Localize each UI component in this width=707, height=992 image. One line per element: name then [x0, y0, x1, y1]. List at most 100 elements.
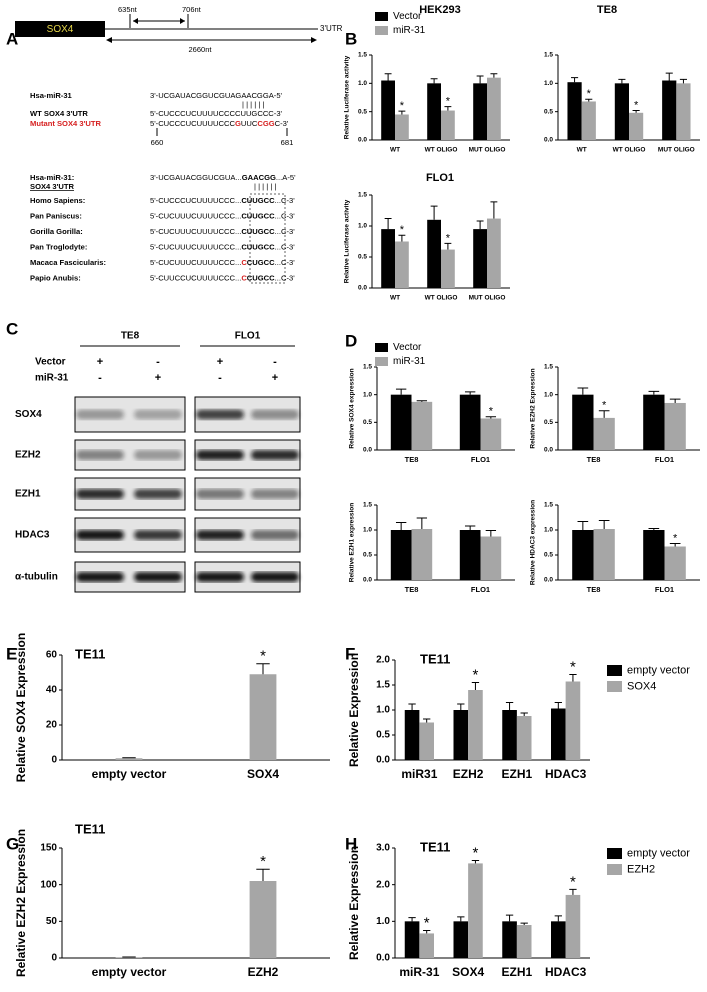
- error-bar: [554, 915, 562, 922]
- error-bar: [505, 702, 514, 710]
- sequence-part: CGG: [257, 119, 274, 128]
- bar: [115, 957, 143, 958]
- sequence: 5'-CUCUUUCUUUUCCC...CCUGCC...C-3': [150, 258, 295, 267]
- y-tick-label: 0.0: [358, 285, 367, 292]
- y-axis-label: Relative HDAC3 expression: [530, 500, 537, 585]
- error-bar: [665, 72, 673, 81]
- sign: -: [98, 372, 102, 384]
- y-tick-label: 0.0: [376, 953, 390, 964]
- y-tick-label: 0.0: [544, 137, 553, 144]
- band: [76, 409, 124, 420]
- seq-label: WT SOX4 3'UTR: [30, 109, 88, 118]
- start-label: 635nt: [118, 5, 138, 14]
- error-bar: [485, 530, 497, 537]
- y-tick-label: 0.5: [363, 552, 372, 559]
- utr-label: 3'UTR: [320, 24, 343, 33]
- bar: [643, 394, 665, 450]
- sequence-part: ...C-3': [275, 243, 296, 252]
- error-bar: [577, 521, 589, 530]
- x-tick-label: empty vector: [92, 965, 167, 979]
- sequence-part: CUGCC: [247, 274, 275, 283]
- y-tick-label: 0.5: [363, 419, 372, 426]
- y-tick-label: 20: [46, 720, 58, 731]
- bar: [572, 394, 594, 450]
- end-label: 706nt: [182, 5, 202, 14]
- seq-label: Hsa-miR-31: [30, 91, 73, 100]
- error-bar: [669, 398, 681, 403]
- legend-swatch: [375, 357, 388, 366]
- conserved-box: [249, 193, 286, 284]
- x-tick-label: FLO1: [471, 455, 490, 464]
- x-tick-label: TE8: [587, 455, 601, 464]
- x-tick-label: empty vector: [92, 767, 167, 781]
- bar: [664, 402, 686, 450]
- error-bar: [679, 78, 687, 84]
- sequence-part: CUUGCC: [241, 243, 275, 252]
- x-tick-label: MUT OLIGO: [469, 295, 506, 302]
- significance: *: [473, 844, 479, 861]
- chart-title: TE11: [420, 651, 450, 666]
- sequence-part: UUC: [241, 119, 258, 128]
- error-bar: [669, 543, 681, 547]
- x-tick-label: MUT OLIGO: [658, 147, 695, 154]
- error-bar: [423, 718, 431, 723]
- sequence-part: C: [241, 274, 247, 283]
- sequence-part: 5'-CUCCCUCUUUUCCC: [150, 119, 235, 128]
- sequence-part: C-3': [275, 119, 289, 128]
- sequence-part: ...C-3': [275, 196, 296, 205]
- legend-label: Vector: [393, 11, 422, 22]
- legend-swatch: [375, 26, 388, 35]
- band: [76, 450, 124, 460]
- y-tick-label: 3.0: [376, 843, 390, 854]
- species-name: Pan Paniscus:: [30, 212, 82, 221]
- bar: [381, 80, 395, 140]
- bar: [395, 114, 409, 140]
- band: [196, 450, 244, 460]
- bar: [453, 710, 469, 760]
- sequence-part: 5'-CUUCCUCUUUUCCC...: [150, 274, 241, 283]
- x-tick-label: WT: [577, 147, 587, 154]
- bar: [614, 83, 629, 140]
- x-tick-label: FLO1: [655, 585, 674, 594]
- sign: +: [272, 372, 278, 384]
- error-bar: [571, 77, 579, 83]
- chart-title: TE11: [75, 646, 105, 661]
- y-tick-label: 1.5: [544, 52, 553, 59]
- protein: EZH1: [15, 489, 41, 500]
- y-tick-label: 0.5: [358, 108, 367, 115]
- bar: [395, 241, 409, 288]
- bar: [427, 83, 441, 140]
- panel-label: E: [6, 644, 17, 663]
- x-tick-label: miR-31: [399, 965, 439, 979]
- y-tick-label: 40: [46, 685, 58, 696]
- bar: [551, 921, 566, 958]
- y-axis-label: Relative Luciferase activity: [344, 199, 351, 283]
- band: [196, 489, 244, 499]
- legend-label: Vector: [393, 342, 422, 353]
- sequence-part: 5'-CUCUUUCUUUUCCC...: [150, 243, 241, 252]
- band: [134, 572, 182, 582]
- error-bar: [464, 391, 476, 395]
- significance: *: [260, 853, 266, 870]
- sequence-part: ...C-3': [275, 212, 296, 221]
- y-axis-label: Relative EZH2 Expression: [530, 368, 537, 448]
- bar: [629, 112, 644, 140]
- band: [251, 409, 299, 420]
- bar: [404, 710, 420, 760]
- panel-label: C: [6, 319, 18, 338]
- sequence-part: CUUGCC: [241, 227, 275, 236]
- error-bar: [471, 859, 480, 864]
- legend-label: miR-31: [393, 356, 426, 367]
- bar: [459, 530, 481, 580]
- error-bar: [408, 917, 416, 922]
- significance: *: [424, 914, 430, 931]
- error-bar: [444, 106, 452, 111]
- sequence-part: ...C-3': [275, 274, 296, 283]
- length-label: 2660nt: [189, 45, 213, 54]
- treatment: miR-31: [35, 373, 69, 384]
- bar: [419, 933, 434, 958]
- y-tick-label: 2.0: [376, 879, 390, 890]
- error-bar: [632, 110, 640, 113]
- bar: [480, 418, 502, 450]
